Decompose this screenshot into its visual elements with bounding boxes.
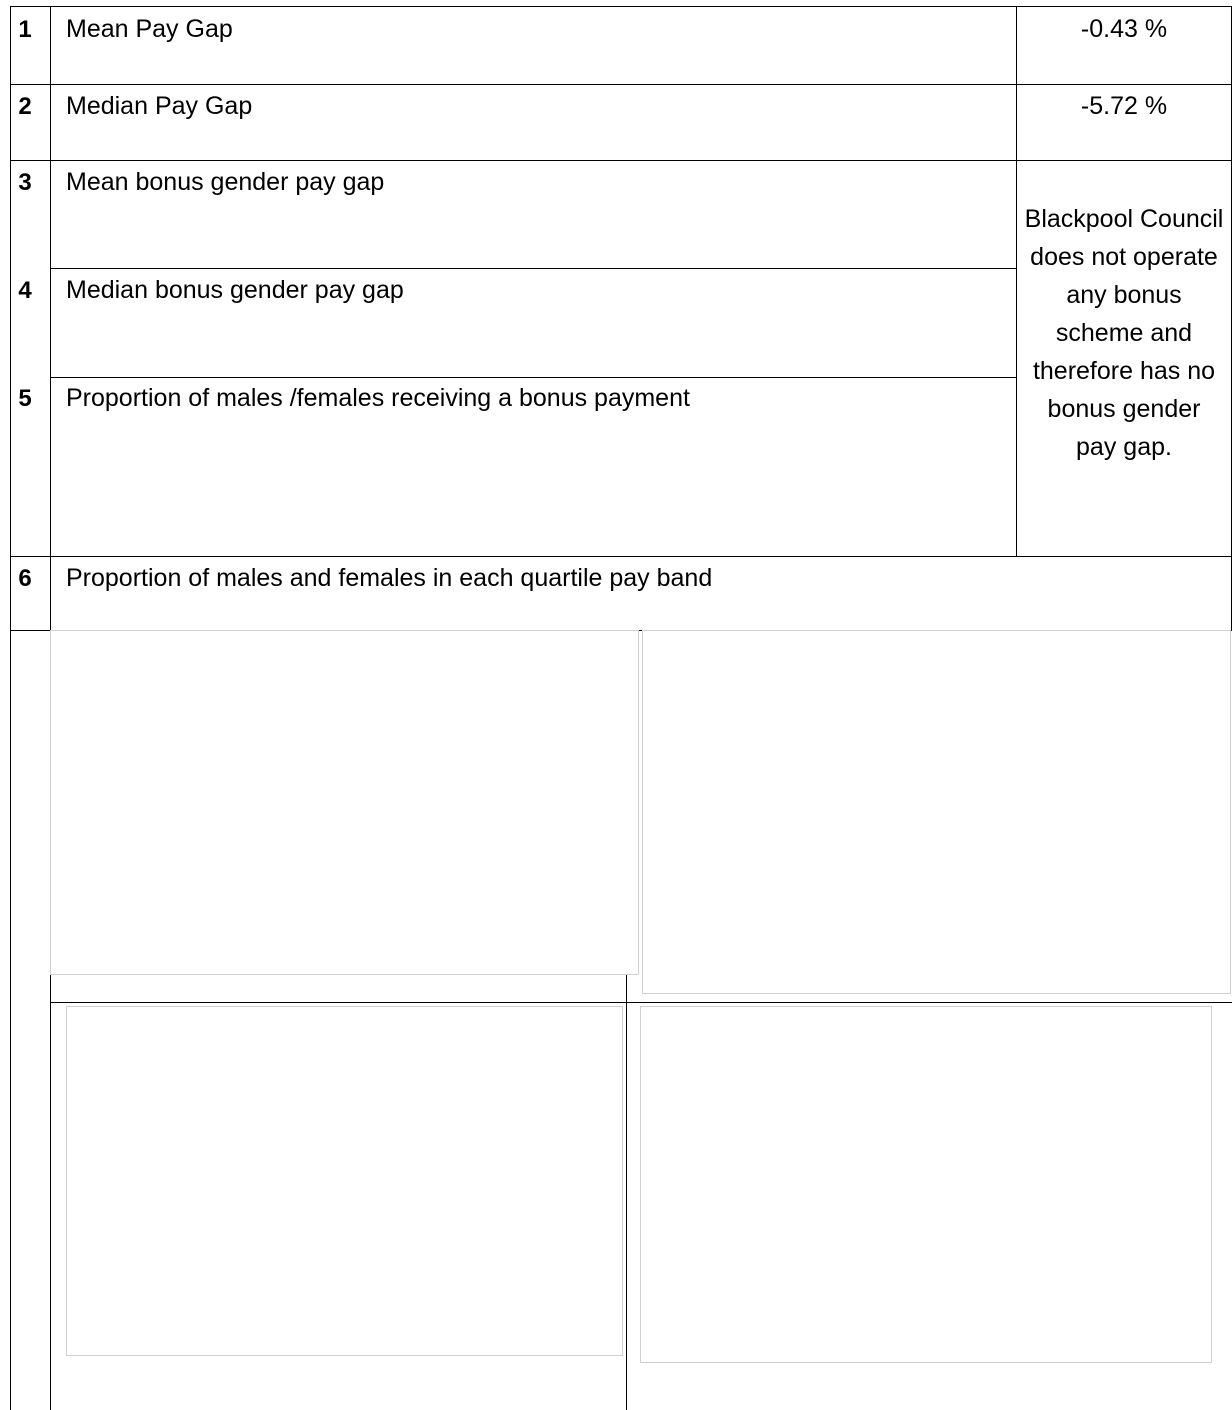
row-number: 3 bbox=[18, 169, 32, 196]
row-divider bbox=[50, 377, 1016, 378]
col-divider bbox=[1016, 6, 1017, 556]
pie-chart-q4-svg bbox=[641, 1007, 1211, 1362]
row-divider bbox=[10, 160, 1232, 161]
table-border-top bbox=[10, 6, 1232, 7]
pie-chart-q4 bbox=[640, 1006, 1212, 1363]
row-label: Median bonus gender pay gap bbox=[66, 276, 404, 304]
row-label: Mean bonus gender pay gap bbox=[66, 168, 385, 196]
row-label: Mean Pay Gap bbox=[66, 15, 233, 43]
row-number: 2 bbox=[18, 93, 32, 120]
row-divider bbox=[50, 268, 1016, 269]
row-number: 5 bbox=[18, 385, 32, 412]
table-border-left bbox=[10, 6, 11, 1410]
pie-chart-q2-svg bbox=[643, 631, 1230, 993]
pie-chart-q1-svg bbox=[51, 631, 638, 974]
row-number: 1 bbox=[18, 16, 32, 43]
median-pay-gap-value: -5.72 % bbox=[1080, 92, 1168, 120]
pie-chart-q1 bbox=[50, 630, 639, 975]
pie-chart-q3 bbox=[66, 1006, 623, 1356]
row-label: Proportion of males and females in each … bbox=[66, 564, 713, 592]
mean-pay-gap-value: -0.43 % bbox=[1080, 15, 1168, 43]
pie-chart-q2 bbox=[642, 630, 1231, 994]
col-divider bbox=[626, 974, 627, 1410]
row-divider bbox=[10, 84, 1232, 85]
row-label: Median Pay Gap bbox=[66, 92, 253, 120]
row-divider bbox=[50, 1002, 1232, 1003]
row-divider bbox=[10, 556, 1232, 557]
bonus-note: Blackpool Council does not operate any b… bbox=[1024, 205, 1224, 461]
row-number: 6 bbox=[18, 565, 32, 592]
row-label: Proportion of males /females receiving a… bbox=[66, 384, 690, 412]
pie-chart-q3-svg bbox=[67, 1007, 622, 1355]
row-number: 4 bbox=[18, 277, 32, 304]
